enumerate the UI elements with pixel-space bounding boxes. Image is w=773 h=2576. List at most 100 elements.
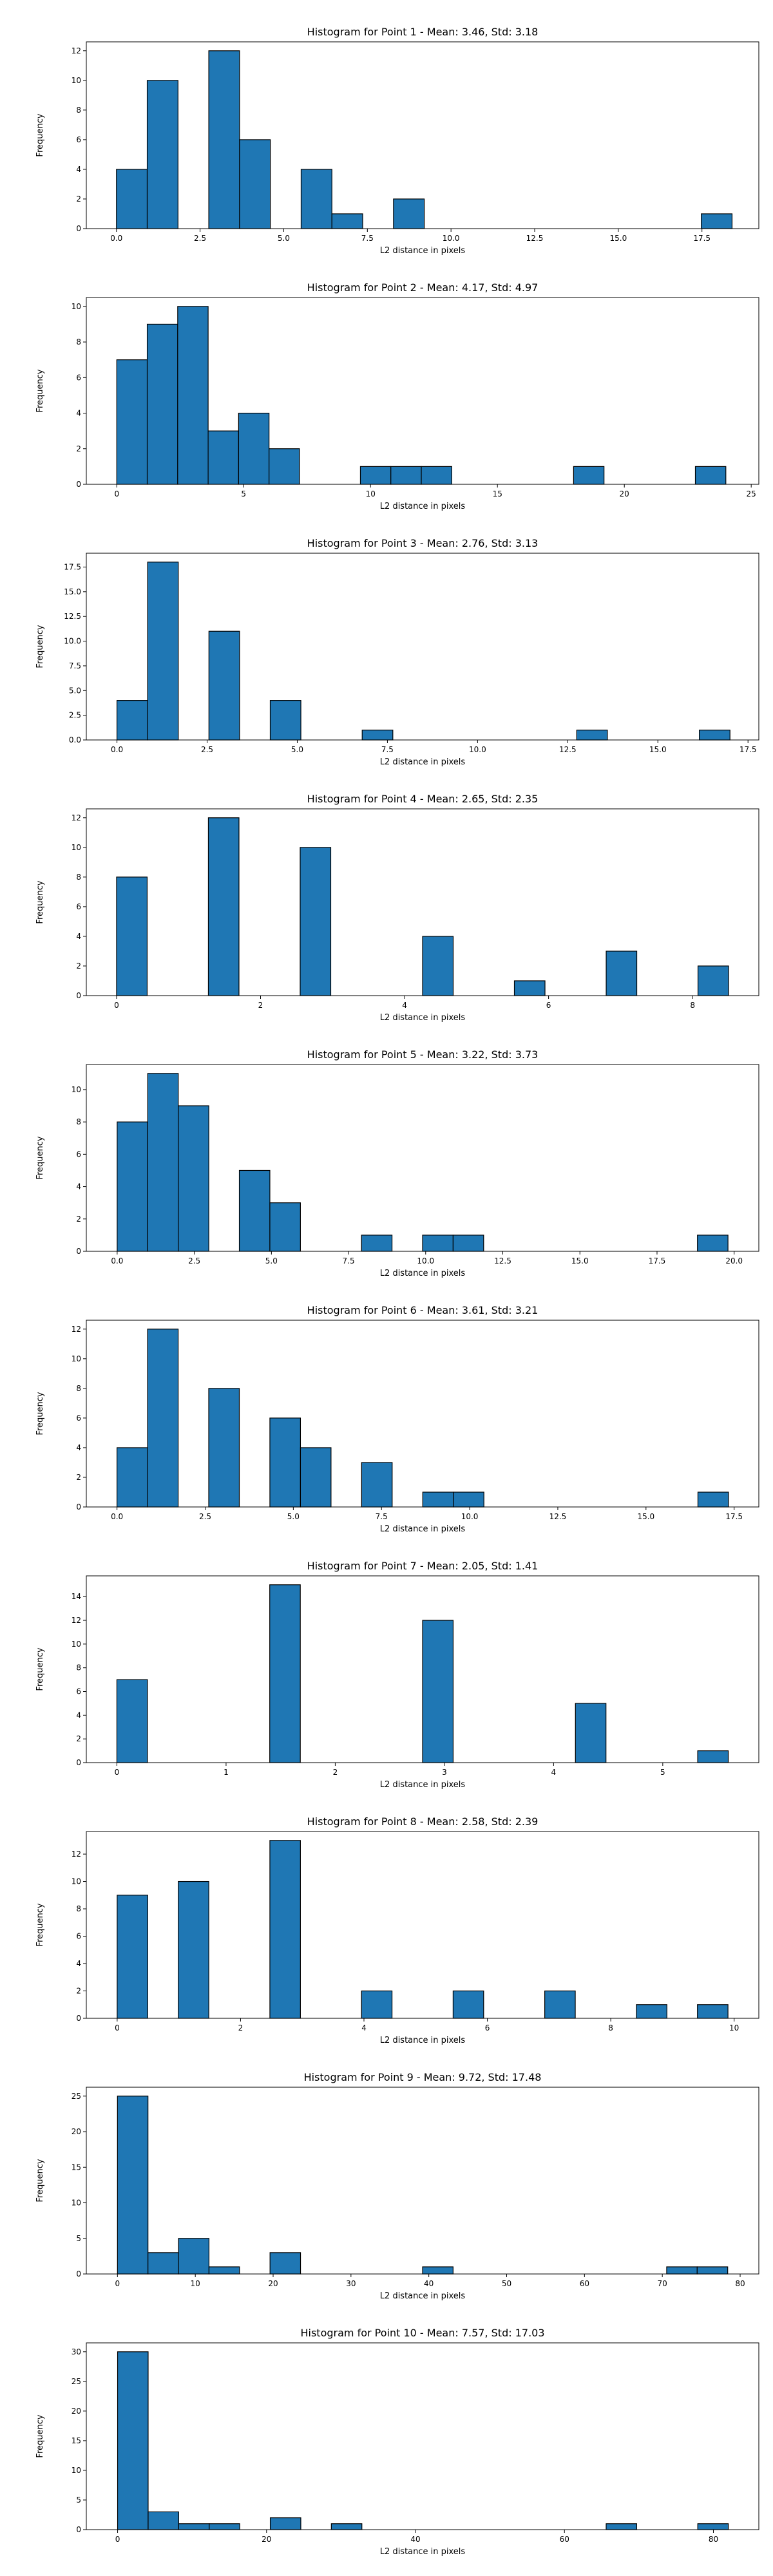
axes-frame (86, 1831, 759, 2019)
y-tick-label: 15.0 (64, 587, 81, 596)
y-tick-label: 10 (72, 2199, 81, 2208)
histogram-bar (117, 2096, 149, 2275)
x-tick-label: 0.0 (111, 1512, 123, 1521)
x-tick-label: 4 (551, 1768, 557, 1777)
y-tick-label: 6 (76, 135, 81, 144)
histogram-bar (208, 2266, 240, 2275)
histogram-bar (147, 1073, 179, 1252)
y-tick-label: 6 (76, 1687, 81, 1696)
y-tick-label: 7.5 (69, 661, 81, 670)
x-tick-label: 20 (262, 2535, 271, 2544)
x-tick-label: 20 (620, 489, 629, 498)
x-tick-label: 2.5 (194, 234, 206, 243)
x-axis-label: L2 distance in pixels (380, 2036, 466, 2045)
histogram-panel: Histogram for Point 2 - Mean: 4.17, Std:… (35, 281, 759, 511)
y-tick-label: 10 (72, 843, 81, 852)
y-tick-label: 10 (72, 1354, 81, 1363)
y-tick-label: 2.5 (69, 711, 81, 720)
histogram-bar (421, 466, 452, 485)
histogram-bar (606, 2523, 637, 2530)
x-tick-label: 10.0 (417, 1256, 434, 1265)
histogram-bar (147, 1329, 179, 1508)
histogram-bar (697, 1750, 729, 1763)
y-axis-label: Frequency (35, 1392, 45, 1435)
x-tick-label: 0 (115, 1768, 120, 1777)
y-tick-label: 4 (76, 1182, 81, 1191)
y-tick-label: 2 (76, 1987, 81, 1996)
y-tick-label: 8 (76, 1384, 81, 1393)
histogram-bar (269, 700, 301, 741)
y-tick-label: 0 (76, 991, 81, 1000)
histogram-bar (117, 1447, 148, 1508)
y-tick-label: 0 (76, 1502, 81, 1511)
y-tick-label: 2 (76, 1215, 81, 1224)
chart-title: Histogram for Point 1 - Mean: 3.46, Std:… (307, 26, 539, 38)
histogram-bar (269, 1840, 301, 2019)
y-tick-label: 12 (72, 1850, 81, 1859)
x-tick-label: 15.0 (637, 1512, 654, 1521)
histogram-bar (238, 412, 270, 485)
x-tick-label: 5.0 (291, 745, 303, 754)
histogram-bar (269, 448, 300, 485)
histogram-bar (697, 965, 729, 996)
x-tick-label: 2.5 (199, 1512, 211, 1521)
histogram-bar (269, 1417, 301, 1508)
histogram-bar (116, 876, 148, 996)
chart-title: Histogram for Point 8 - Mean: 2.58, Std:… (307, 1815, 539, 1828)
histogram-bar (208, 630, 240, 741)
x-tick-label: 8 (608, 2023, 613, 2032)
y-tick-label: 15 (72, 2163, 81, 2172)
y-tick-label: 12 (72, 46, 81, 55)
chart-title: Histogram for Point 5 - Mean: 3.22, Std:… (307, 1048, 539, 1061)
axes-frame (86, 1064, 759, 1252)
histogram-bar (359, 466, 392, 485)
histogram-bar (330, 2523, 363, 2530)
histogram-bar (452, 1990, 484, 2019)
histogram-bar (696, 2266, 729, 2275)
y-axis-label: Frequency (35, 369, 45, 412)
y-tick-label: 10 (72, 302, 81, 311)
histogram-bar (300, 169, 332, 229)
histogram-bar (269, 1202, 301, 1252)
x-axis-label: L2 distance in pixels (380, 246, 466, 256)
y-tick-label: 4 (76, 1710, 81, 1719)
y-tick-label: 4 (76, 409, 81, 418)
histogram-bar (694, 466, 727, 485)
histogram-panel: Histogram for Point 6 - Mean: 3.61, Std:… (35, 1304, 759, 1534)
y-tick-label: 6 (76, 373, 81, 382)
histogram-bar (146, 80, 178, 229)
x-axis-label: L2 distance in pixels (380, 1013, 466, 1023)
histogram-panel: Histogram for Point 7 - Mean: 2.05, Std:… (35, 1560, 759, 1790)
y-axis-label: Frequency (35, 1136, 45, 1179)
histogram-bar (606, 951, 638, 996)
x-tick-label: 15.0 (571, 1256, 589, 1265)
y-axis-label: Frequency (35, 2414, 45, 2458)
histogram-bar (178, 2238, 210, 2275)
x-tick-label: 5 (660, 1768, 665, 1777)
histogram-bar (390, 466, 422, 485)
y-tick-label: 0 (76, 2269, 81, 2278)
y-tick-label: 12 (72, 1325, 81, 1334)
histogram-bar (116, 700, 148, 741)
y-tick-label: 6 (76, 1414, 81, 1423)
histogram-bar (147, 562, 179, 741)
histogram-bar (117, 1895, 148, 2019)
y-tick-label: 2 (76, 1473, 81, 1482)
histogram-bar (544, 1990, 576, 2019)
y-tick-label: 6 (76, 1150, 81, 1159)
x-tick-label: 2 (333, 1768, 338, 1777)
y-tick-label: 0 (76, 2525, 81, 2534)
y-tick-label: 4 (76, 932, 81, 941)
y-axis-label: Frequency (35, 625, 45, 668)
histogram-bar (207, 817, 240, 996)
histogram-bar (576, 730, 608, 741)
x-tick-label: 0 (115, 2023, 120, 2032)
histogram-bar (269, 2517, 301, 2530)
y-tick-label: 4 (76, 1959, 81, 1968)
x-axis-label: L2 distance in pixels (380, 2291, 466, 2301)
histogram-bar (453, 1492, 484, 1508)
y-tick-label: 2 (76, 1734, 81, 1743)
y-tick-label: 8 (76, 873, 81, 882)
histogram-bar (666, 2266, 698, 2275)
y-axis-label: Frequency (35, 880, 45, 923)
